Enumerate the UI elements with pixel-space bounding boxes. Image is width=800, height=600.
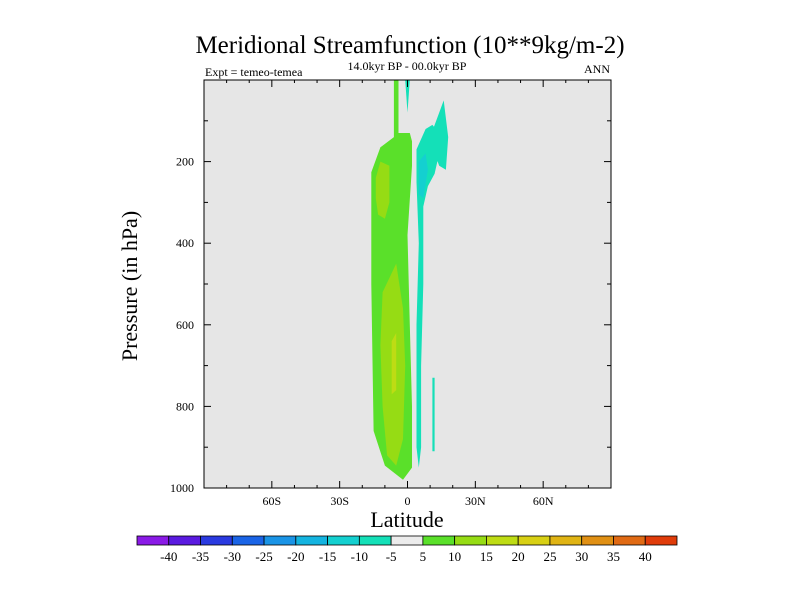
contour-region-neg5-7 [405,80,410,113]
colorbar-label: -35 [192,549,209,564]
colorbar-swatch [454,535,487,546]
experiment-label: Expt = temeo-temea [205,65,303,79]
colorbar-label: 40 [639,549,652,564]
colorbar-swatch [422,535,456,546]
x-tick-label: 30S [330,494,349,508]
contour-region-neg5-5 [432,100,449,170]
colorbar-swatch [168,535,201,546]
colorbar-swatch [327,535,360,546]
contour-region-neg5-6 [432,377,435,452]
colorbar-label: 25 [543,549,556,564]
chart-title: Meridional Streamfunction (10**9kg/m-2) [195,32,624,59]
colorbar-label: -30 [224,549,241,564]
colorbar-label: -10 [351,549,368,564]
contour-layer [371,80,449,480]
colorbar-swatch [517,535,551,546]
contour-region-15-3 [391,333,397,395]
colorbar-label: -5 [386,549,397,564]
colorbar-swatch [644,535,678,546]
x-tick-label: 30N [465,494,486,508]
colorbar-swatch [358,535,392,546]
colorbar-label: -40 [160,549,177,564]
colorbar-swatch [231,535,265,546]
chart-subtitle: 14.0kyr BP - 00.0kyr BP [348,59,467,73]
y-tick-label: 200 [176,155,194,169]
colorbar-swatch [486,535,519,546]
colorbar-swatch [549,535,583,546]
x-tick-label: 60S [262,494,281,508]
contour-region-10-1 [375,161,390,219]
colorbar-label: 35 [607,549,620,564]
x-tick-label: 0 [405,494,411,508]
contour-region-neg5-4 [416,124,440,468]
colorbar-label: 30 [575,549,588,564]
y-tick-label: 400 [176,236,194,250]
colorbar-label: -15 [319,549,336,564]
colorbar-label: 5 [420,549,427,564]
colorbar-label: 20 [512,549,525,564]
contour-region-neg10-8 [418,153,428,199]
colorbar-swatch [581,535,614,546]
colorbar-label: 15 [480,549,493,564]
season-label: ANN [584,62,610,76]
colorbar-swatch [136,535,170,546]
colorbar: -40 -35 -30 -25 -20 -15 -10 -5 5 10 15 20 25 30 35 40 [136,535,678,564]
colorbar-label: -25 [255,549,272,564]
colorbar-swatch [200,535,233,546]
axes-layer: 60S 30S 0 30N 60N 200 400 600 800 1000 [170,80,611,508]
y-tick-label: 1000 [170,481,194,495]
colorbar-label: -20 [287,549,304,564]
colorbar-swatch [263,535,297,546]
x-axis-label: Latitude [370,507,443,532]
y-tick-label: 800 [176,399,194,413]
y-axis-label: Pressure (in hPa) [117,211,142,361]
colorbar-label: 10 [448,549,461,564]
colorbar-swatch [390,535,424,546]
colorbar-swatch [295,535,328,546]
x-tick-label: 60N [533,494,554,508]
y-tick-label: 600 [176,318,194,332]
colorbar-swatch [613,535,646,546]
